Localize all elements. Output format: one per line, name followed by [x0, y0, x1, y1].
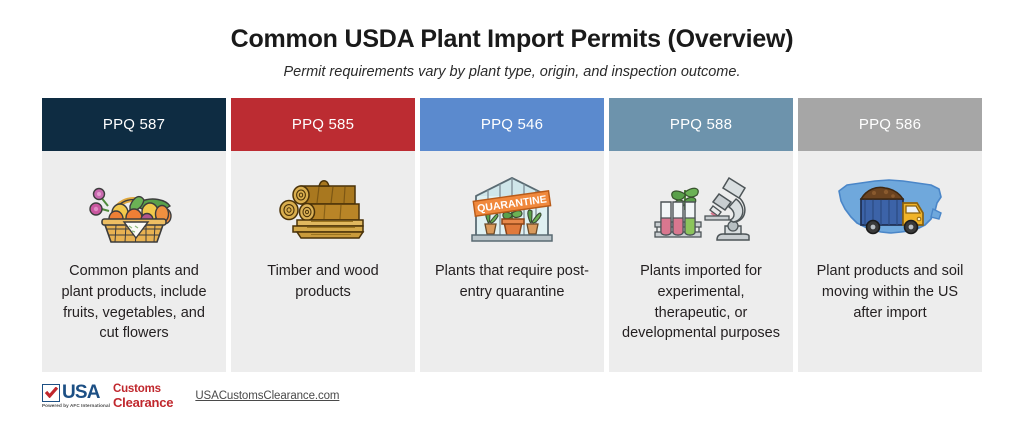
checkmark-icon — [42, 383, 60, 402]
permit-body-ppq-585: Timber and wood products — [231, 151, 415, 372]
permit-description: Plants that require post-entry quarantin… — [435, 263, 589, 300]
logo-tagline: Powered by AFC International — [42, 403, 110, 408]
permit-column-ppq-585: PPQ 585 — [231, 98, 415, 372]
footer-website-url[interactable]: USACustomsClearance.com — [195, 390, 340, 402]
usa-customs-clearance-logo[interactable]: USA Powered by AFC International Customs… — [42, 383, 174, 410]
vegetable-basket-icon — [78, 165, 190, 245]
lab-microscope-icon — [645, 165, 757, 245]
logo-brand-primary: USA — [62, 382, 101, 403]
logo-brand-secondary-line2: Clearance — [112, 394, 174, 410]
logo-left-block: USA Powered by AFC International — [42, 383, 110, 408]
permit-description: Timber and wood products — [267, 263, 379, 300]
permit-description: Plant products and soil moving within th… — [816, 263, 964, 321]
logo-right-block: Customs Clearance — [112, 383, 174, 410]
permit-header-ppq-585: PPQ 585 — [231, 98, 415, 152]
permit-header-ppq-546: PPQ 546 — [420, 98, 604, 152]
permit-code-label: PPQ 585 — [291, 116, 355, 134]
timber-logs-icon — [267, 165, 379, 245]
page-subtitle: Permit requirements vary by plant type, … — [283, 64, 741, 80]
permit-code-label: PPQ 546 — [480, 116, 544, 134]
permit-header-ppq-587: PPQ 587 — [42, 98, 226, 152]
permit-column-ppq-588: PPQ 588 — [609, 98, 793, 372]
page-title: Common USDA Plant Import Permits (Overvi… — [230, 25, 794, 53]
permit-column-ppq-586: PPQ 586 — [798, 98, 982, 372]
quarantine-greenhouse-icon: QUARANTINE — [456, 165, 568, 245]
permit-columns: PPQ 587 — [42, 98, 982, 372]
footer: USA Powered by AFC International Customs… — [42, 381, 982, 411]
permit-description: Plants imported for experimental, therap… — [622, 263, 780, 342]
permit-body-ppq-588: Plants imported for experimental, therap… — [609, 151, 793, 372]
permit-column-ppq-546: PPQ 546 — [420, 98, 604, 372]
permit-column-ppq-587: PPQ 587 — [42, 98, 226, 372]
permit-header-ppq-586: PPQ 586 — [798, 98, 982, 152]
permit-body-ppq-546: QUARANTINE Plants that require post-entr… — [420, 151, 604, 372]
permit-code-label: PPQ 586 — [858, 116, 922, 134]
permit-header-ppq-588: PPQ 588 — [609, 98, 793, 152]
permit-code-label: PPQ 588 — [669, 116, 733, 134]
soil-truck-usmap-icon — [831, 165, 949, 245]
logo-usa-row: USA — [42, 383, 110, 402]
permit-code-label: PPQ 587 — [102, 116, 166, 134]
logo-brand-secondary-line1: Customs — [112, 383, 161, 395]
permit-body-ppq-587: Common plants and plant products, includ… — [42, 151, 226, 372]
permit-body-ppq-586: Plant products and soil moving within th… — [798, 151, 982, 372]
permit-description: Common plants and plant products, includ… — [61, 263, 207, 342]
